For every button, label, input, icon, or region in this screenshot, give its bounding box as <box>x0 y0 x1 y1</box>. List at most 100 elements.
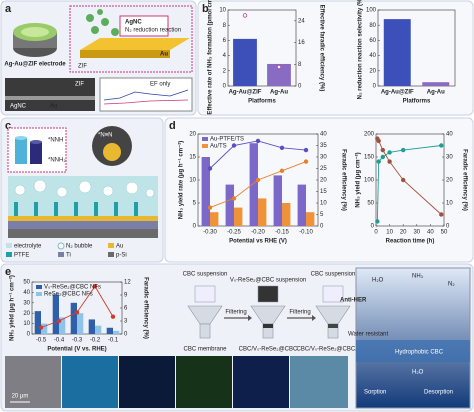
x-axis-label: Potential (V vs. RHE) <box>47 347 106 353</box>
y2-tick-label: 25 <box>320 166 327 172</box>
y2-tick-label: 10 <box>320 201 327 207</box>
x-tick-label: -0.3 <box>72 338 83 344</box>
point <box>255 138 261 144</box>
y2-tick-label: 15 <box>320 189 327 195</box>
y-tick-label: 0 <box>371 224 375 230</box>
y2-tick-label: 0 <box>124 332 128 338</box>
y2-axis-label: Faradic efficiency (%) <box>142 277 148 339</box>
legend-label: electrolyte <box>14 244 42 250</box>
y2-tick-label: 40 <box>320 132 327 138</box>
y-tick-label: 50 <box>23 280 30 286</box>
y-tick-label: 10 <box>189 178 196 184</box>
label: CBC/Vₛ-ReSe₂@CBC <box>239 347 298 353</box>
panel-e-illustration: CBC suspension Vₛ-ReSe₂@CBC suspension C… <box>5 267 471 409</box>
y-tick-label: 50 <box>367 201 374 207</box>
bar <box>106 327 113 334</box>
bar <box>210 212 219 226</box>
y-axis-label: NH₃ yield rate (μg h⁻¹ cm⁻²) <box>178 141 185 219</box>
y2-tick-label: 0 <box>298 84 302 90</box>
y2-tick-label: 30 <box>446 155 453 161</box>
point <box>207 166 213 171</box>
x-tick-label: -0.30 <box>203 230 217 236</box>
x-tick-label: 20 <box>400 230 407 236</box>
label: N₂ reduction reaction <box>125 28 181 34</box>
point <box>303 159 309 164</box>
x-axis-label: Potential vs RHE (V) <box>229 239 287 245</box>
y-tick-label: 20 <box>189 132 196 138</box>
point <box>380 147 385 153</box>
y2-tick-label: 10 <box>446 201 453 207</box>
point <box>231 143 237 148</box>
species: *N≡N <box>98 133 113 139</box>
label: Desorption <box>424 390 453 396</box>
label: CBC suspension <box>311 272 356 278</box>
y2-tick-label: 40 <box>446 132 453 138</box>
x-axis-label: Reaction time (h) <box>386 239 435 245</box>
bar <box>273 175 282 226</box>
y2-tick-label: 20 <box>446 178 453 184</box>
species: H₂O <box>372 278 384 284</box>
y2-axis-label: Effective faradic efficiency (%) <box>318 5 324 92</box>
x-tick-label: 40 <box>427 230 434 236</box>
bar <box>113 330 120 334</box>
y-tick-label: 20 <box>23 311 30 317</box>
x-tick-label: -0.1 <box>108 338 119 344</box>
y2-tick-label: 12 <box>124 280 131 286</box>
label: Ag-Au@ZIF electrode <box>4 62 66 68</box>
y-tick-label: 4 <box>223 53 227 59</box>
y2-tick-label: 0 <box>320 224 324 230</box>
bar <box>225 184 234 226</box>
y-axis-label: N₂ reduction reaction selectivity (%) <box>358 0 364 99</box>
label: CBC/Vₛ-ReSe₂@CBC/CBC <box>296 347 370 353</box>
label: ZIF <box>75 82 84 88</box>
y2-tick-label: 20 <box>320 178 327 184</box>
point <box>401 177 406 183</box>
label: EF only <box>150 82 170 88</box>
bar <box>59 317 66 334</box>
y-tick-label: 80 <box>369 23 376 29</box>
y-axis-label: NH₃ yield (μg cm⁻²) <box>355 152 362 207</box>
label: Au <box>50 104 57 110</box>
point <box>207 205 213 210</box>
x-tick-label: Ag-Au@ZIF <box>381 90 414 96</box>
y-tick-label: 100 <box>364 178 375 184</box>
bar <box>95 325 102 334</box>
panel-c-illustration: *NNH *N≡N *NNH₂ electrolyte N₂ bubble Au… <box>6 126 158 259</box>
point <box>401 147 406 153</box>
point <box>255 177 261 183</box>
y-axis-label: Effective rate of NH₃ formation (pmol cm… <box>207 0 214 115</box>
y-tick-label: 5 <box>193 201 197 207</box>
legend-label: p-Si <box>116 253 127 259</box>
bar <box>306 212 315 226</box>
point <box>380 154 385 160</box>
x-tick-label: Ag-Au <box>270 90 288 96</box>
y-tick-label: 10 <box>23 321 30 327</box>
point <box>376 138 381 144</box>
label: CBC membrane <box>183 347 227 353</box>
point <box>439 143 444 148</box>
y-tick-label: 0 <box>223 84 227 90</box>
legend-swatch <box>36 292 42 296</box>
point <box>242 13 248 18</box>
panel-a-illustration: Ag-Au@ZIF electrode AgNC N₂ reduction re… <box>4 5 193 112</box>
point <box>38 325 44 330</box>
bar <box>233 38 257 86</box>
species: H₂O <box>412 370 424 376</box>
y2-tick-label: 3 <box>124 319 128 325</box>
label: CBC suspension <box>183 272 228 278</box>
legend-label: Au/TS <box>210 144 227 150</box>
x-tick-label: -0.25 <box>227 230 241 236</box>
species: N₂ <box>448 282 455 288</box>
x-tick-label: -0.2 <box>90 338 101 344</box>
x-tick-label: 0 <box>374 230 378 236</box>
label: Au <box>160 52 168 58</box>
point <box>74 310 80 315</box>
y-tick-label: 150 <box>364 155 375 161</box>
x-tick-label: -0.4 <box>54 338 65 344</box>
label: Filtering <box>225 310 246 316</box>
y-tick-label: 40 <box>369 53 376 59</box>
label: AgNC <box>10 104 27 110</box>
x-tick-label: -0.10 <box>299 230 313 236</box>
bar <box>249 143 258 226</box>
legend-swatch <box>36 285 42 289</box>
